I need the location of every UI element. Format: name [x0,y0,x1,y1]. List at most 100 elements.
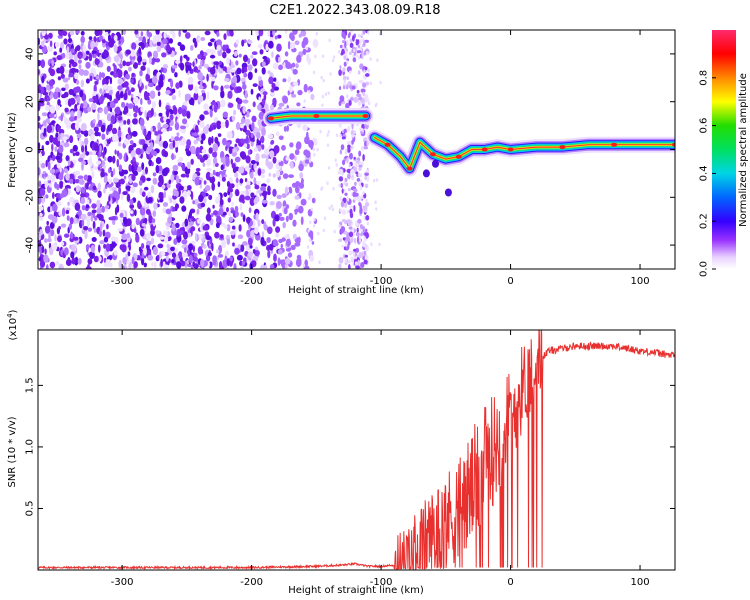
noise-speckle [99,71,102,81]
noise-speckle [268,76,274,85]
noise-speckle [285,156,290,161]
noise-speckle [62,77,69,83]
noise-speckle [45,264,49,269]
noise-speckle [356,89,360,94]
noise-speckle [134,209,137,217]
noise-speckle [362,91,365,97]
noise-speckle [40,40,45,47]
noise-speckle [85,244,90,250]
noise-speckle [260,264,266,269]
noise-speckle [182,190,188,200]
colorbar-tick-label: 0.8 [699,70,710,86]
noise-speckle [64,107,69,113]
noise-speckle [70,251,75,259]
noise-speckle [228,212,231,217]
noise-speckle [339,133,342,138]
noise-speckle [346,60,349,64]
noise-speckle [169,197,173,203]
noise-speckle [278,161,283,166]
noise-speckle [216,44,222,51]
noise-speckle [255,212,259,222]
noise-speckle [361,160,364,167]
noise-speckle [131,42,137,51]
noise-speckle [149,39,154,48]
noise-speckle [267,226,273,235]
noise-speckle [165,89,171,95]
noise-speckle [339,65,342,70]
noise-speckle [312,147,316,152]
noise-speckle [48,67,53,74]
noise-speckle [375,207,378,211]
noise-speckle [38,101,41,110]
noise-speckle [219,234,224,239]
noise-speckle [368,101,371,106]
noise-speckle [342,253,346,259]
noise-speckle [150,237,155,245]
noise-speckle [222,111,228,118]
noise-speckle [112,177,119,183]
noise-speckle [118,142,122,147]
noise-speckle [277,257,281,266]
noise-speckle [148,215,153,224]
noise-speckle [281,144,286,151]
noise-speckle [201,133,206,141]
noise-speckle [106,139,111,145]
noise-speckle [184,218,189,228]
noise-speckle [109,77,113,85]
noise-speckle [250,160,256,165]
noise-speckle [122,60,127,67]
noise-speckle [129,140,134,145]
noise-speckle [260,236,265,246]
noise-speckle [349,38,353,43]
noise-speckle [338,238,342,242]
noise-speckle [67,37,73,44]
noise-speckle [111,186,117,192]
noise-speckle [113,44,118,53]
noise-speckle [298,163,304,172]
noise-speckle [275,169,281,178]
noise-speckle [250,54,254,59]
noise-speckle [181,108,187,117]
noise-speckle [343,128,347,134]
noise-speckle [190,45,194,51]
noise-speckle [192,200,196,205]
noise-speckle [258,79,263,87]
noise-speckle [258,124,262,132]
noise-speckle [327,166,331,170]
noise-speckle [375,178,379,182]
noise-speckle [211,242,214,252]
noise-speckle [50,229,55,237]
noise-speckle [277,249,283,255]
noise-speckle [207,240,210,247]
noise-speckle [69,217,74,225]
noise-speckle [278,102,285,107]
noise-speckle [107,155,113,163]
noise-speckle [339,208,342,213]
noise-speckle [240,78,246,82]
noise-speckle [245,184,251,190]
noise-speckle [344,243,348,247]
noise-speckle [140,31,144,37]
noise-speckle [201,89,205,94]
noise-speckle [131,164,135,173]
noise-speckle [254,68,258,73]
noise-speckle [122,30,126,36]
noise-speckle [82,100,88,109]
noise-speckle [197,246,203,255]
noise-speckle [300,198,307,206]
noise-speckle [57,99,61,106]
noise-speckle [252,249,256,254]
noise-speckle [114,207,118,216]
noise-speckle [174,247,178,253]
noise-speckle [202,162,206,167]
noise-speckle [360,33,364,37]
noise-speckle [141,257,145,266]
noise-speckle [78,138,82,145]
noise-speckle [353,188,358,193]
noise-speckle [78,179,85,185]
noise-speckle [69,148,74,154]
noise-speckle [255,181,261,185]
noise-speckle [246,216,251,224]
noise-speckle [89,156,92,163]
noise-speckle [356,50,362,54]
